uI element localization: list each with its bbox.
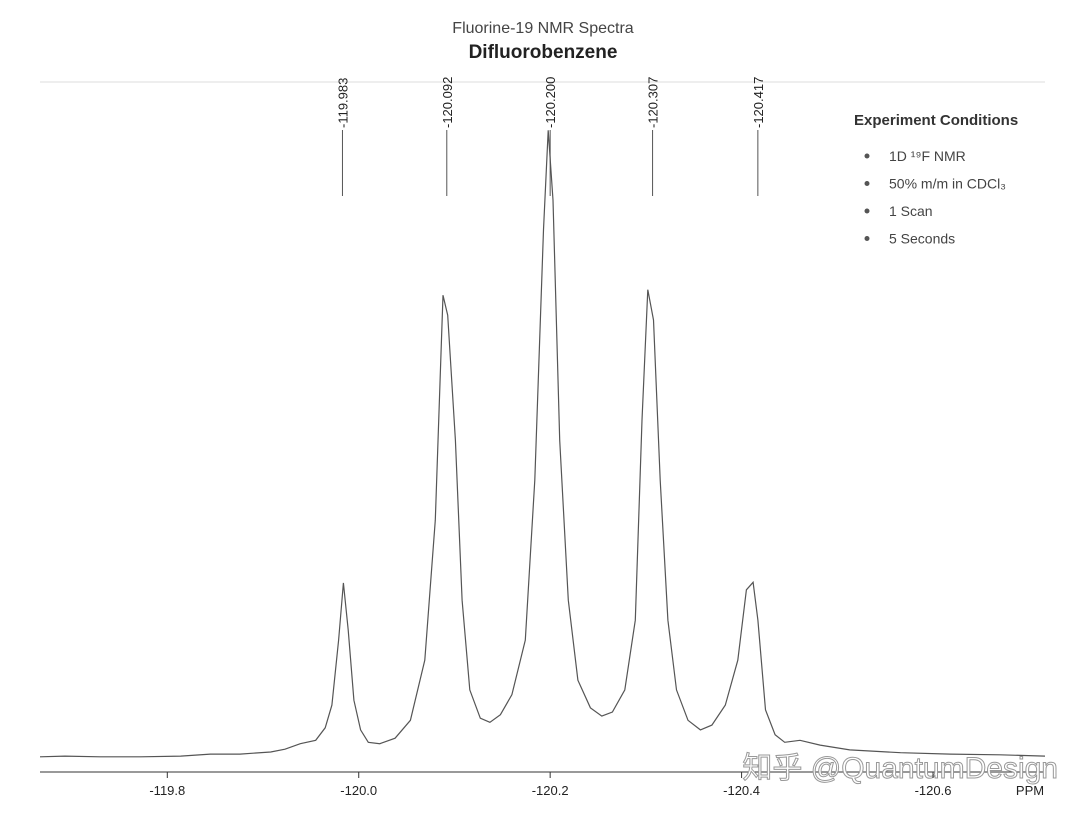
bullet xyxy=(864,236,870,241)
peak-label: -120.417 xyxy=(751,77,766,128)
peak-label: -120.307 xyxy=(646,77,661,128)
x-tick-label: -119.8 xyxy=(149,783,185,798)
watermark: 知乎 @QuantumDesign xyxy=(742,752,1058,785)
chart-title: Fluorine-19 NMR Spectra xyxy=(452,20,634,37)
peak-label: -120.200 xyxy=(543,77,558,128)
condition-item: 1 Scan xyxy=(889,203,933,219)
bullet xyxy=(864,181,870,186)
spectrum-line xyxy=(39,130,1046,758)
peak-label: -119.983 xyxy=(335,78,350,128)
x-axis-label: PPM xyxy=(1016,783,1044,798)
peak-label: -120.092 xyxy=(440,77,455,128)
condition-item: 50% m/m in CDCl₃ xyxy=(889,176,1006,192)
conditions-list: 1D ¹⁹F NMR 50% m/m in CDCl₃ 1 Scan 5 Second… xyxy=(864,148,1006,247)
conditions-title: Experiment Conditions xyxy=(854,112,1018,129)
bullet xyxy=(864,208,870,214)
chart-subtitle: Difluorobenzene xyxy=(469,42,618,63)
bullet xyxy=(864,153,870,159)
x-tick-label: -120.2 xyxy=(532,783,569,798)
x-tick-label: -120.0 xyxy=(340,783,377,798)
condition-item: 5 Seconds xyxy=(889,231,955,247)
x-tick-label: -120.4 xyxy=(723,783,760,798)
condition-item: 1D ¹⁹F NMR xyxy=(889,148,966,164)
x-tick-label: -120.6 xyxy=(915,783,952,798)
